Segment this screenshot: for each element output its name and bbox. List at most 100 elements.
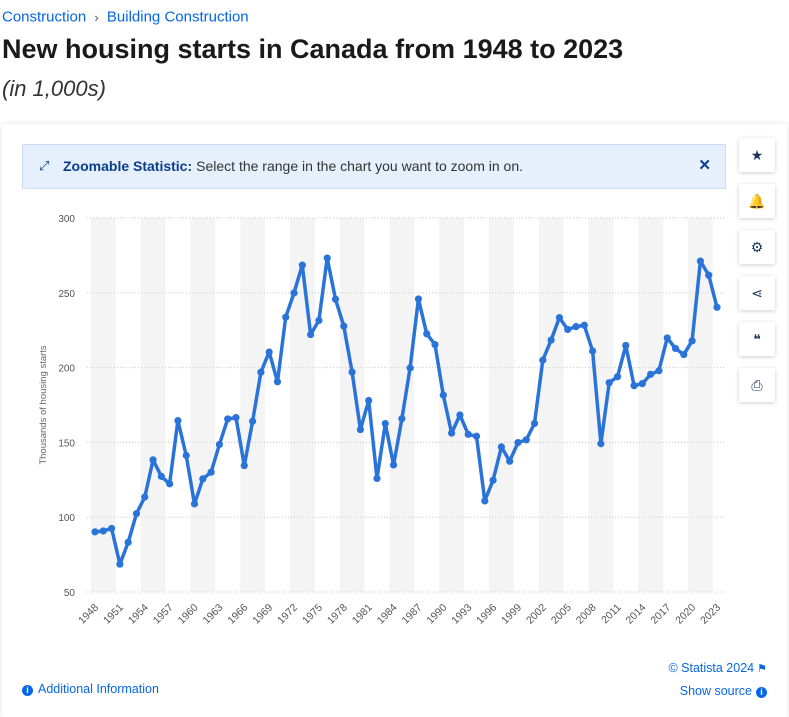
info-icon: i	[756, 687, 767, 698]
data-point	[431, 340, 439, 349]
data-point	[547, 336, 555, 344]
notification-button[interactable]: 🔔	[739, 184, 775, 218]
page-subtitle: (in 1,000s)	[2, 76, 106, 101]
data-point	[456, 411, 464, 419]
info-icon: i	[22, 685, 33, 696]
copyright[interactable]: © Statista 2024 ⚑	[668, 661, 767, 675]
cite-button[interactable]: ❝	[739, 322, 775, 356]
data-point	[655, 367, 663, 375]
copyright-label: © Statista 2024	[668, 661, 755, 675]
x-tick-label: 1993	[449, 602, 474, 627]
x-tick-label: 2014	[623, 602, 648, 627]
x-tick-label: 1948	[76, 602, 101, 627]
data-point	[398, 415, 406, 423]
data-point	[464, 430, 472, 438]
data-point	[414, 295, 423, 303]
data-point	[365, 396, 373, 405]
data-point	[423, 330, 431, 338]
x-tick-label: 2005	[549, 602, 574, 627]
data-point	[713, 303, 721, 311]
zoom-banner-title: Zoomable Statistic:	[63, 158, 193, 174]
data-point	[157, 472, 165, 480]
breadcrumb-building-construction[interactable]: Building Construction	[106, 8, 249, 26]
chart-card: ⤢ Zoomable Statistic: Select the range in…	[2, 124, 787, 717]
data-point	[99, 527, 107, 535]
data-point	[381, 419, 389, 428]
data-point	[530, 419, 539, 428]
data-point	[605, 379, 613, 387]
data-point	[149, 456, 157, 464]
gear-icon: ⚙	[750, 238, 764, 255]
x-tick-label: 1969	[250, 602, 275, 627]
data-point	[182, 451, 190, 460]
data-point	[555, 314, 564, 322]
data-point	[340, 322, 348, 330]
x-tick-label: 1978	[325, 602, 350, 627]
data-point	[290, 289, 298, 297]
data-point	[215, 440, 223, 449]
plot-band	[190, 218, 216, 592]
x-tick-label: 2023	[698, 602, 723, 627]
data-point	[298, 261, 306, 269]
data-point	[497, 443, 505, 451]
data-point	[265, 348, 273, 356]
data-point	[124, 538, 132, 546]
data-point	[257, 368, 265, 376]
data-point	[190, 500, 199, 508]
x-tick-label: 1975	[300, 602, 325, 627]
data-point	[282, 313, 290, 321]
zoom-banner-message: Select the range in the chart you want t…	[196, 158, 524, 174]
line-chart[interactable]: 50 100 150 200 250 300 Thousands of housing st…	[2, 124, 787, 664]
x-tick-label: 1996	[474, 602, 499, 627]
data-point	[572, 323, 580, 331]
data-point	[248, 417, 257, 425]
data-point	[696, 257, 705, 265]
x-tick-label: 1987	[400, 602, 425, 627]
x-tick-label: 1990	[424, 602, 449, 627]
breadcrumb: Construction › Building Construction	[2, 8, 249, 26]
data-point	[166, 480, 174, 488]
quote-icon: ❝	[753, 330, 761, 347]
breadcrumb-construction[interactable]: Construction	[2, 8, 87, 26]
share-icon: ⋖	[751, 284, 763, 301]
bell-icon: 🔔	[748, 192, 766, 209]
x-tick-label: 1954	[126, 602, 151, 627]
data-point	[680, 350, 688, 359]
data-point	[564, 325, 572, 334]
x-tick-label: 2002	[524, 602, 549, 627]
x-tick-label: 2017	[648, 602, 673, 627]
data-point	[489, 476, 497, 484]
data-point	[107, 524, 116, 533]
page-title: New housing starts in Canada from 1948 t…	[2, 34, 624, 64]
y-tick-label: 250	[58, 289, 75, 300]
data-point	[356, 425, 364, 434]
data-point	[199, 475, 207, 483]
data-point	[116, 560, 124, 568]
data-point	[622, 341, 630, 350]
y-tick-label: 150	[58, 438, 75, 449]
data-point	[638, 380, 646, 388]
data-point	[331, 295, 340, 303]
data-point	[240, 461, 248, 470]
zoom-banner: ⤢ Zoomable Statistic: Select the range in…	[22, 144, 726, 189]
print-button[interactable]: ⎙	[739, 368, 775, 402]
data-point	[506, 457, 514, 465]
data-point	[323, 254, 331, 262]
plot-band	[240, 218, 266, 592]
y-tick-label: 300	[58, 214, 75, 225]
settings-button[interactable]: ⚙	[739, 230, 775, 264]
additional-information-link[interactable]: i Additional Information	[22, 682, 159, 696]
data-point	[589, 347, 597, 355]
plot-band	[488, 218, 514, 592]
share-button[interactable]: ⋖	[739, 276, 775, 310]
close-icon[interactable]: ✕	[698, 157, 711, 174]
data-point	[439, 391, 447, 399]
plot-band	[140, 218, 166, 592]
show-source-link[interactable]: Show source i	[680, 684, 767, 698]
plot-band	[588, 218, 614, 592]
favorite-button[interactable]: ★	[739, 138, 775, 172]
chart-toolbar: ★ 🔔 ⚙ ⋖ ❝ ⎙	[739, 138, 777, 414]
flag-icon: ⚑	[757, 663, 767, 675]
data-point	[315, 316, 323, 325]
data-point	[91, 528, 99, 536]
